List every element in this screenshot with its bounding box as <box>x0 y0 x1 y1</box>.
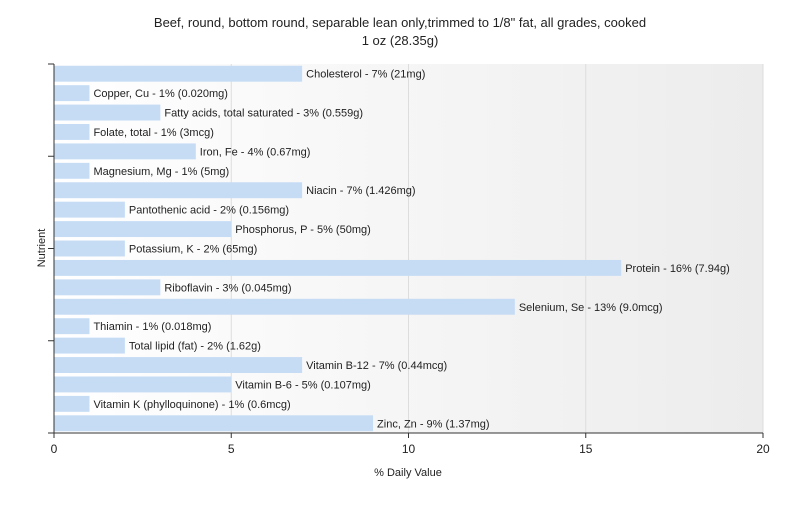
bar <box>54 143 196 160</box>
bar-label: Vitamin B-6 - 5% (0.107mg) <box>235 379 371 391</box>
bar <box>54 182 303 199</box>
bar-label: Thiamin - 1% (0.018mg) <box>93 321 211 333</box>
chart-title: Beef, round, bottom round, separable lea… <box>154 15 646 30</box>
bar-label: Cholesterol - 7% (21mg) <box>306 69 425 81</box>
bar-label: Vitamin B-12 - 7% (0.44mcg) <box>306 360 447 372</box>
bar-label: Riboflavin - 3% (0.045mg) <box>164 282 291 294</box>
axes <box>48 63 764 438</box>
bar <box>54 65 303 82</box>
bar <box>54 376 232 393</box>
bar-label: Pantothenic acid - 2% (0.156mg) <box>129 205 289 217</box>
bar <box>54 162 90 179</box>
bar <box>54 124 90 140</box>
y-axis-label: Nutrient <box>36 229 48 268</box>
bar-label: Iron, Fe - 4% (0.67mg) <box>200 146 311 158</box>
bar <box>54 104 161 121</box>
bar <box>54 357 303 373</box>
x-axis-label: % Daily Value <box>374 467 442 479</box>
bar-labels: Cholesterol - 7% (21mg) Copper, Cu - 1% (… <box>93 69 729 431</box>
bar <box>54 85 90 102</box>
bar-label: Phosphorus, P - 5% (50mg) <box>235 224 371 236</box>
bar-label: Vitamin K (phylloquinone) - 1% (0.6mcg) <box>93 399 290 411</box>
bar-label: Protein - 16% (7.94g) <box>625 263 730 275</box>
bar <box>54 395 90 412</box>
bar <box>54 415 374 432</box>
bar-label: Fatty acids, total saturated - 3% (0.559… <box>164 108 363 120</box>
x-tick-label: 0 <box>51 442 58 456</box>
x-tick-label: 15 <box>579 442 593 456</box>
bar <box>54 318 90 335</box>
bar <box>54 337 125 354</box>
tick-labels: 0 5 10 15 20 <box>51 442 770 456</box>
bar <box>54 298 515 315</box>
bar-label: Selenium, Se - 13% (9.0mcg) <box>519 302 663 314</box>
bar-label: Magnesium, Mg - 1% (5mg) <box>93 166 229 178</box>
bars <box>54 65 622 432</box>
bar <box>54 221 232 238</box>
x-tick-label: 10 <box>402 442 416 456</box>
x-tick-label: 5 <box>228 442 235 456</box>
bar <box>54 279 161 296</box>
bar-label: Copper, Cu - 1% (0.020mg) <box>93 88 228 100</box>
bar-label: Niacin - 7% (1.426mg) <box>306 185 415 197</box>
chart-subtitle: 1 oz (28.35g) <box>362 33 439 48</box>
bar <box>54 259 622 276</box>
bar <box>54 201 125 218</box>
bar-label: Potassium, K - 2% (65mg) <box>129 244 257 256</box>
bar <box>54 240 125 257</box>
bar-label: Folate, total - 1% (3mcg) <box>93 127 213 139</box>
x-tick-label: 20 <box>756 442 770 456</box>
bar-label: Total lipid (fat) - 2% (1.62g) <box>129 341 261 353</box>
bar-label: Zinc, Zn - 9% (1.37mg) <box>377 418 489 430</box>
